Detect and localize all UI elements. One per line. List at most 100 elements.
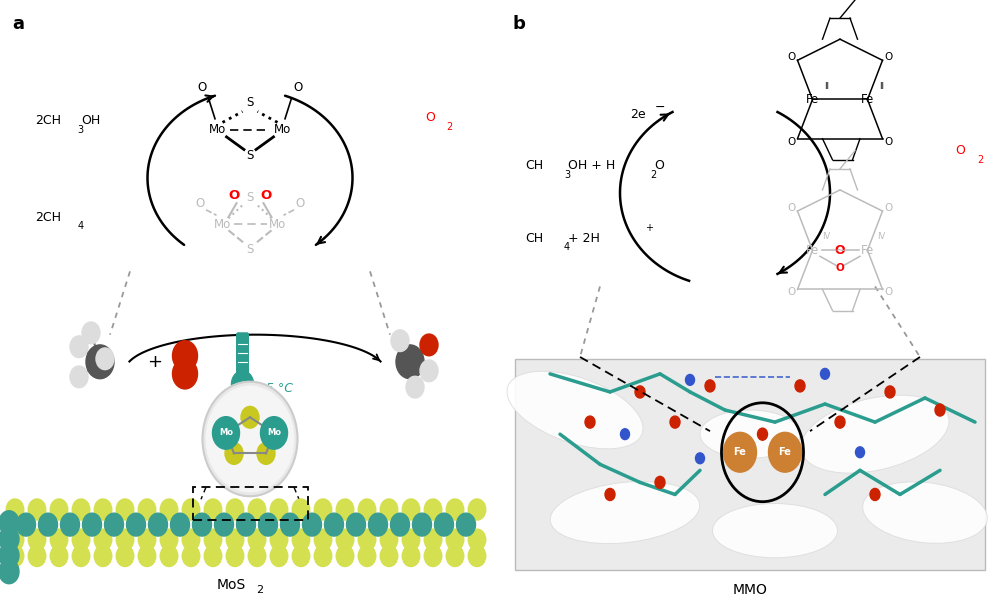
Circle shape — [248, 499, 266, 520]
Circle shape — [856, 447, 864, 458]
Circle shape — [16, 513, 36, 536]
Ellipse shape — [550, 482, 700, 543]
Text: 2e: 2e — [630, 108, 646, 121]
Text: 2: 2 — [978, 155, 984, 165]
Circle shape — [116, 545, 134, 567]
Text: O: O — [884, 137, 893, 147]
Text: O: O — [654, 159, 664, 172]
Text: S: S — [246, 191, 254, 204]
Text: O: O — [195, 197, 205, 210]
Text: O: O — [836, 264, 844, 273]
Ellipse shape — [801, 395, 949, 473]
Circle shape — [94, 545, 112, 567]
Circle shape — [138, 545, 156, 567]
Text: S: S — [246, 242, 254, 256]
Circle shape — [380, 529, 398, 550]
Circle shape — [28, 529, 46, 550]
Text: Mo: Mo — [267, 429, 281, 437]
Circle shape — [226, 529, 244, 550]
Circle shape — [50, 545, 68, 567]
Text: O: O — [260, 189, 272, 203]
Circle shape — [202, 382, 298, 496]
Text: IV: IV — [877, 233, 886, 241]
Text: 2: 2 — [446, 122, 452, 131]
Circle shape — [468, 529, 486, 550]
Text: O: O — [228, 189, 240, 203]
Text: 4: 4 — [564, 242, 570, 252]
Circle shape — [446, 545, 464, 567]
Circle shape — [346, 513, 366, 536]
Circle shape — [116, 499, 134, 520]
Circle shape — [281, 513, 300, 536]
Circle shape — [0, 511, 19, 535]
Circle shape — [72, 499, 90, 520]
Text: −: − — [655, 101, 666, 114]
Circle shape — [368, 513, 388, 536]
Circle shape — [585, 416, 595, 428]
Text: S: S — [246, 149, 254, 162]
Text: Mo: Mo — [274, 123, 291, 136]
Circle shape — [214, 513, 234, 536]
Circle shape — [302, 513, 322, 536]
Circle shape — [870, 488, 880, 500]
Text: O: O — [787, 137, 796, 147]
Circle shape — [324, 513, 344, 536]
Text: 2CH: 2CH — [35, 210, 61, 224]
Circle shape — [413, 513, 432, 536]
Circle shape — [173, 359, 198, 389]
Circle shape — [390, 513, 410, 536]
Circle shape — [82, 322, 100, 344]
Circle shape — [6, 529, 24, 550]
Text: O: O — [884, 288, 893, 297]
Circle shape — [96, 348, 114, 370]
Circle shape — [358, 499, 376, 520]
Text: S: S — [246, 96, 254, 109]
Circle shape — [28, 499, 46, 520]
Circle shape — [768, 432, 802, 472]
Circle shape — [170, 513, 190, 536]
Circle shape — [635, 386, 645, 398]
Circle shape — [705, 380, 715, 392]
Circle shape — [468, 545, 486, 567]
Circle shape — [60, 513, 80, 536]
Text: ~: ~ — [834, 243, 846, 257]
Circle shape — [0, 543, 19, 567]
Circle shape — [182, 499, 200, 520]
Text: Fe: Fe — [806, 244, 819, 257]
Circle shape — [160, 499, 178, 520]
Circle shape — [94, 529, 112, 550]
Circle shape — [237, 513, 256, 536]
Circle shape — [116, 529, 134, 550]
Circle shape — [6, 545, 24, 567]
Circle shape — [204, 499, 222, 520]
Text: O: O — [955, 144, 965, 157]
Text: OH: OH — [82, 114, 101, 127]
Text: MMO: MMO — [733, 582, 767, 597]
Text: +: + — [645, 223, 653, 233]
Text: CH: CH — [525, 159, 543, 172]
Circle shape — [212, 417, 239, 449]
Circle shape — [724, 432, 757, 472]
Circle shape — [336, 499, 354, 520]
Text: +: + — [148, 353, 162, 371]
Circle shape — [402, 499, 420, 520]
Circle shape — [94, 499, 112, 520]
Text: O: O — [835, 244, 845, 257]
Circle shape — [231, 371, 254, 397]
Circle shape — [402, 545, 420, 567]
Circle shape — [126, 513, 146, 536]
Circle shape — [380, 499, 398, 520]
Text: 2: 2 — [256, 585, 263, 595]
Text: Mo: Mo — [269, 218, 286, 231]
Circle shape — [446, 529, 464, 550]
Circle shape — [314, 499, 332, 520]
Text: Fe: Fe — [734, 447, 746, 457]
Circle shape — [72, 529, 90, 550]
Circle shape — [6, 499, 24, 520]
FancyBboxPatch shape — [515, 359, 985, 570]
Circle shape — [105, 513, 124, 536]
Text: + 2H: + 2H — [568, 232, 599, 245]
Text: OH + H: OH + H — [568, 159, 615, 172]
Circle shape — [358, 545, 376, 567]
Circle shape — [248, 529, 266, 550]
